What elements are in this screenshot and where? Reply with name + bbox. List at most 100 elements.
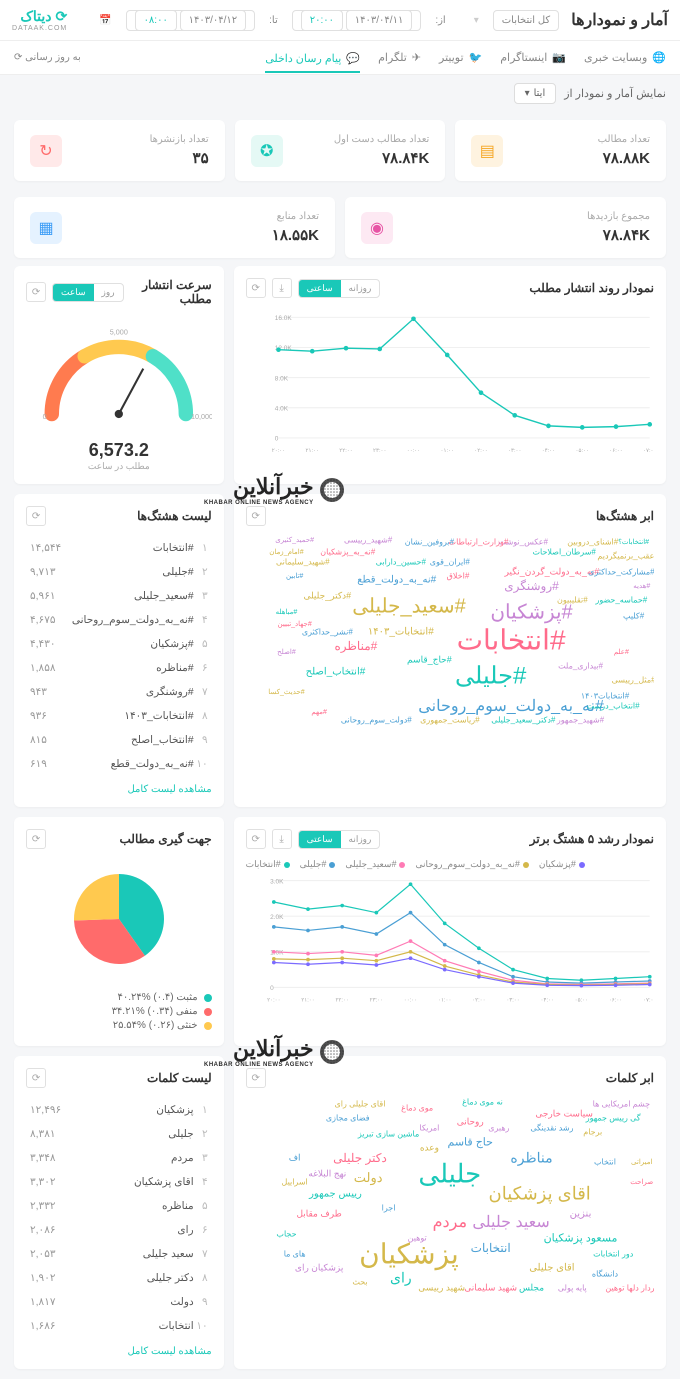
cloud-word[interactable]: رهبری (488, 1124, 509, 1133)
cloud-word[interactable]: #حماسه_حضور (595, 596, 647, 605)
cloud-word[interactable]: نهج البلاغه (308, 1169, 346, 1180)
refresh-icon[interactable]: ⟳ (26, 829, 46, 849)
speed-toggle[interactable]: روزساعت (52, 283, 124, 302)
cloud-word[interactable]: دولت (354, 1170, 383, 1186)
cloud-word[interactable]: #جلیلی (455, 662, 526, 691)
list-item[interactable]: ۸#انتخابات_۱۴۰۳۹۳۶ (26, 704, 212, 728)
list-item[interactable]: ۹دولت۱,۸۱۷ (26, 1290, 212, 1314)
cloud-word[interactable]: انتخابات (471, 1241, 511, 1255)
cloud-word[interactable]: رای (390, 1270, 412, 1287)
cloud-word[interactable]: سردار دلها توهین (605, 1284, 654, 1293)
update-button[interactable]: به روز رسانی ⟳ (14, 52, 81, 63)
cloud-word[interactable]: #مثل_رییسی (612, 676, 654, 685)
cloud-word[interactable]: توهین (408, 1234, 427, 1243)
cloud-word[interactable]: #انتخابات_۱۴۰۳ (368, 627, 434, 638)
cloud-word[interactable]: موی دماغ (401, 1104, 433, 1113)
cloud-word[interactable]: #امام_زمان (269, 548, 303, 556)
cloud-word[interactable]: حجاب (276, 1230, 296, 1239)
refresh-icon[interactable]: ⟳ (26, 282, 46, 302)
cloud-word[interactable]: صراحت (630, 1178, 653, 1186)
list-item[interactable]: ۱۰#نه_به_دولت_قطع۶۱۹ (26, 752, 212, 776)
cloud-word[interactable]: #نه_به_دولت_سوم_روحانی (418, 696, 604, 716)
cloud-word[interactable]: اقای جلیلی (529, 1263, 574, 1274)
refresh-icon[interactable]: ⟳ (26, 1068, 46, 1088)
cloud-word[interactable]: مناظره (510, 1150, 552, 1167)
cloud-word[interactable]: #کلیپ (623, 612, 644, 621)
cloud-word[interactable]: حاج قاسم (448, 1136, 493, 1149)
export-icon[interactable]: ⤓ (272, 829, 292, 849)
cloud-word[interactable]: سیاست خارجی (535, 1109, 593, 1120)
list-item[interactable]: ۳مردم۳,۳۴۸ (26, 1146, 212, 1170)
cloud-word[interactable]: #حمید_کثیری (275, 536, 314, 544)
cloud-word[interactable]: #مباهله (276, 608, 298, 616)
cloud-word[interactable]: های ما (284, 1250, 306, 1259)
cloud-word[interactable]: شهید سلیمانی (464, 1283, 517, 1294)
cloud-word[interactable]: #وزارت_ارتباطات (449, 538, 509, 547)
list-item[interactable]: ۱۰انتخابات۱,۶۸۶ (26, 1314, 212, 1338)
cloud-word[interactable]: #نشر_حداکثری (302, 628, 353, 637)
view-full-words[interactable]: مشاهده لیست کامل (26, 1338, 212, 1357)
cloud-word[interactable]: چشم امریکایی ها (593, 1100, 650, 1109)
cloud-word[interactable]: اجرا (382, 1204, 396, 1213)
list-item[interactable]: ۹#انتخاب_اصلح۸۱۵ (26, 728, 212, 752)
cloud-word[interactable]: #ریاست_جمهوری (420, 716, 480, 725)
cloud-word[interactable]: #نه_به_دولت_قطع (357, 575, 436, 586)
cloud-word[interactable]: رشد نقدینگی (530, 1124, 573, 1133)
cloud-word[interactable]: #شهید_رییسی (344, 536, 392, 545)
tab-news[interactable]: 🌐وبسایت خبری (584, 51, 666, 64)
cloud-word[interactable]: #انتخابات؟ (618, 538, 649, 546)
cloud-word[interactable]: انتخاب (594, 1158, 616, 1167)
export-icon[interactable]: ⤓ (272, 278, 292, 298)
list-item[interactable]: ۲جلیلی۸,۳۸۱ (26, 1122, 212, 1146)
cloud-word[interactable]: #اخلاق (447, 572, 470, 581)
cloud-word[interactable]: دانشگاه (592, 1270, 618, 1279)
cloud-word[interactable]: #روشنگری (504, 579, 559, 593)
list-item[interactable]: ۱پزشکیان۱۲,۴۹۶ (26, 1098, 212, 1122)
refresh-icon[interactable]: ⟳ (26, 506, 46, 526)
cloud-word[interactable]: مجلس (519, 1283, 544, 1294)
cloud-word[interactable]: روحانی (457, 1117, 484, 1128)
tab-internal[interactable]: 💬پیام رسان داخلی (265, 52, 360, 73)
cloud-word[interactable]: امریکا (419, 1124, 439, 1133)
scope-dropdown[interactable]: کل انتخابات▾ (466, 10, 559, 31)
cloud-word[interactable]: #اشنای_دروبین (567, 538, 618, 547)
cloud-word[interactable]: #به_عقب_برنمیگردیم (597, 552, 654, 561)
list-item[interactable]: ۴اقای پزشکیان۳,۳۰۲ (26, 1170, 212, 1194)
growth-toggle[interactable]: روزانهساعتی (298, 830, 381, 849)
cloud-word[interactable]: #مهم (311, 708, 327, 716)
refresh-icon[interactable]: ⟳ (246, 829, 266, 849)
list-item[interactable]: ۴#نه_به_دولت_سوم_روحانی۴,۶۷۵ (26, 608, 212, 632)
date-range[interactable]: از: ۱۴۰۳/۰۴/۱۱ ۲۰:۰۰ تا: ۱۴۰۳/۰۴/۱۲ ۰۸:۰… (91, 10, 454, 31)
cloud-word[interactable]: طرف مقابل (296, 1209, 341, 1220)
trend-toggle[interactable]: روزانهساعتی (298, 279, 381, 298)
cloud-word[interactable]: مسعود پزشکیان (544, 1232, 618, 1245)
list-item[interactable]: ۶#مناظره۱,۸۵۸ (26, 656, 212, 680)
tab-instagram[interactable]: 📷اینستاگرام (500, 51, 566, 64)
cloud-word[interactable]: برجام (583, 1128, 602, 1137)
list-item[interactable]: ۵مناظره۲,۳۳۲ (26, 1194, 212, 1218)
cloud-word[interactable]: مردم (433, 1212, 467, 1232)
cloud-word[interactable]: #دکتر_سعید_جلیلی (491, 716, 555, 725)
cloud-word[interactable]: اف (289, 1153, 301, 1164)
cloud-word[interactable]: پایه پولی (558, 1284, 587, 1293)
list-item[interactable]: ۷سعید جلیلی۲,۰۵۳ (26, 1242, 212, 1266)
cloud-word[interactable]: #هدیه (633, 582, 650, 590)
cloud-word[interactable]: #سرطان_اصلاحات (532, 548, 595, 557)
cloud-word[interactable]: رییس جمهور (309, 1189, 362, 1200)
cloud-word[interactable]: #شهید_سلیمانی (276, 558, 330, 567)
cloud-word[interactable]: ماشین سازی تبریز (358, 1130, 419, 1139)
cloud-word[interactable]: #شهید_جمهور (557, 716, 604, 725)
cloud-word[interactable]: پزشکیان رای (295, 1263, 343, 1274)
list-item[interactable]: ۱#انتخابات۱۴,۵۴۴ (26, 536, 212, 560)
refresh-icon[interactable]: ⟳ (246, 278, 266, 298)
cloud-word[interactable]: #انتخاب_اصلح (306, 667, 366, 678)
cloud-word[interactable]: #انتخاب_درست (587, 702, 640, 711)
cloud-word[interactable]: #بیداری_ملت (558, 662, 603, 671)
cloud-word[interactable]: بحث (352, 1278, 367, 1287)
cloud-word[interactable]: فضای مجازی (326, 1114, 370, 1123)
cloud-word[interactable]: امیراتی (631, 1158, 652, 1166)
list-item[interactable]: ۶رای۲,۰۸۶ (26, 1218, 212, 1242)
cloud-word[interactable]: #نه_به_پزشکیان (320, 548, 375, 557)
cloud-word[interactable]: #بروفین_نشان (405, 538, 454, 547)
refresh-icon[interactable]: ⟳ (246, 1068, 266, 1088)
